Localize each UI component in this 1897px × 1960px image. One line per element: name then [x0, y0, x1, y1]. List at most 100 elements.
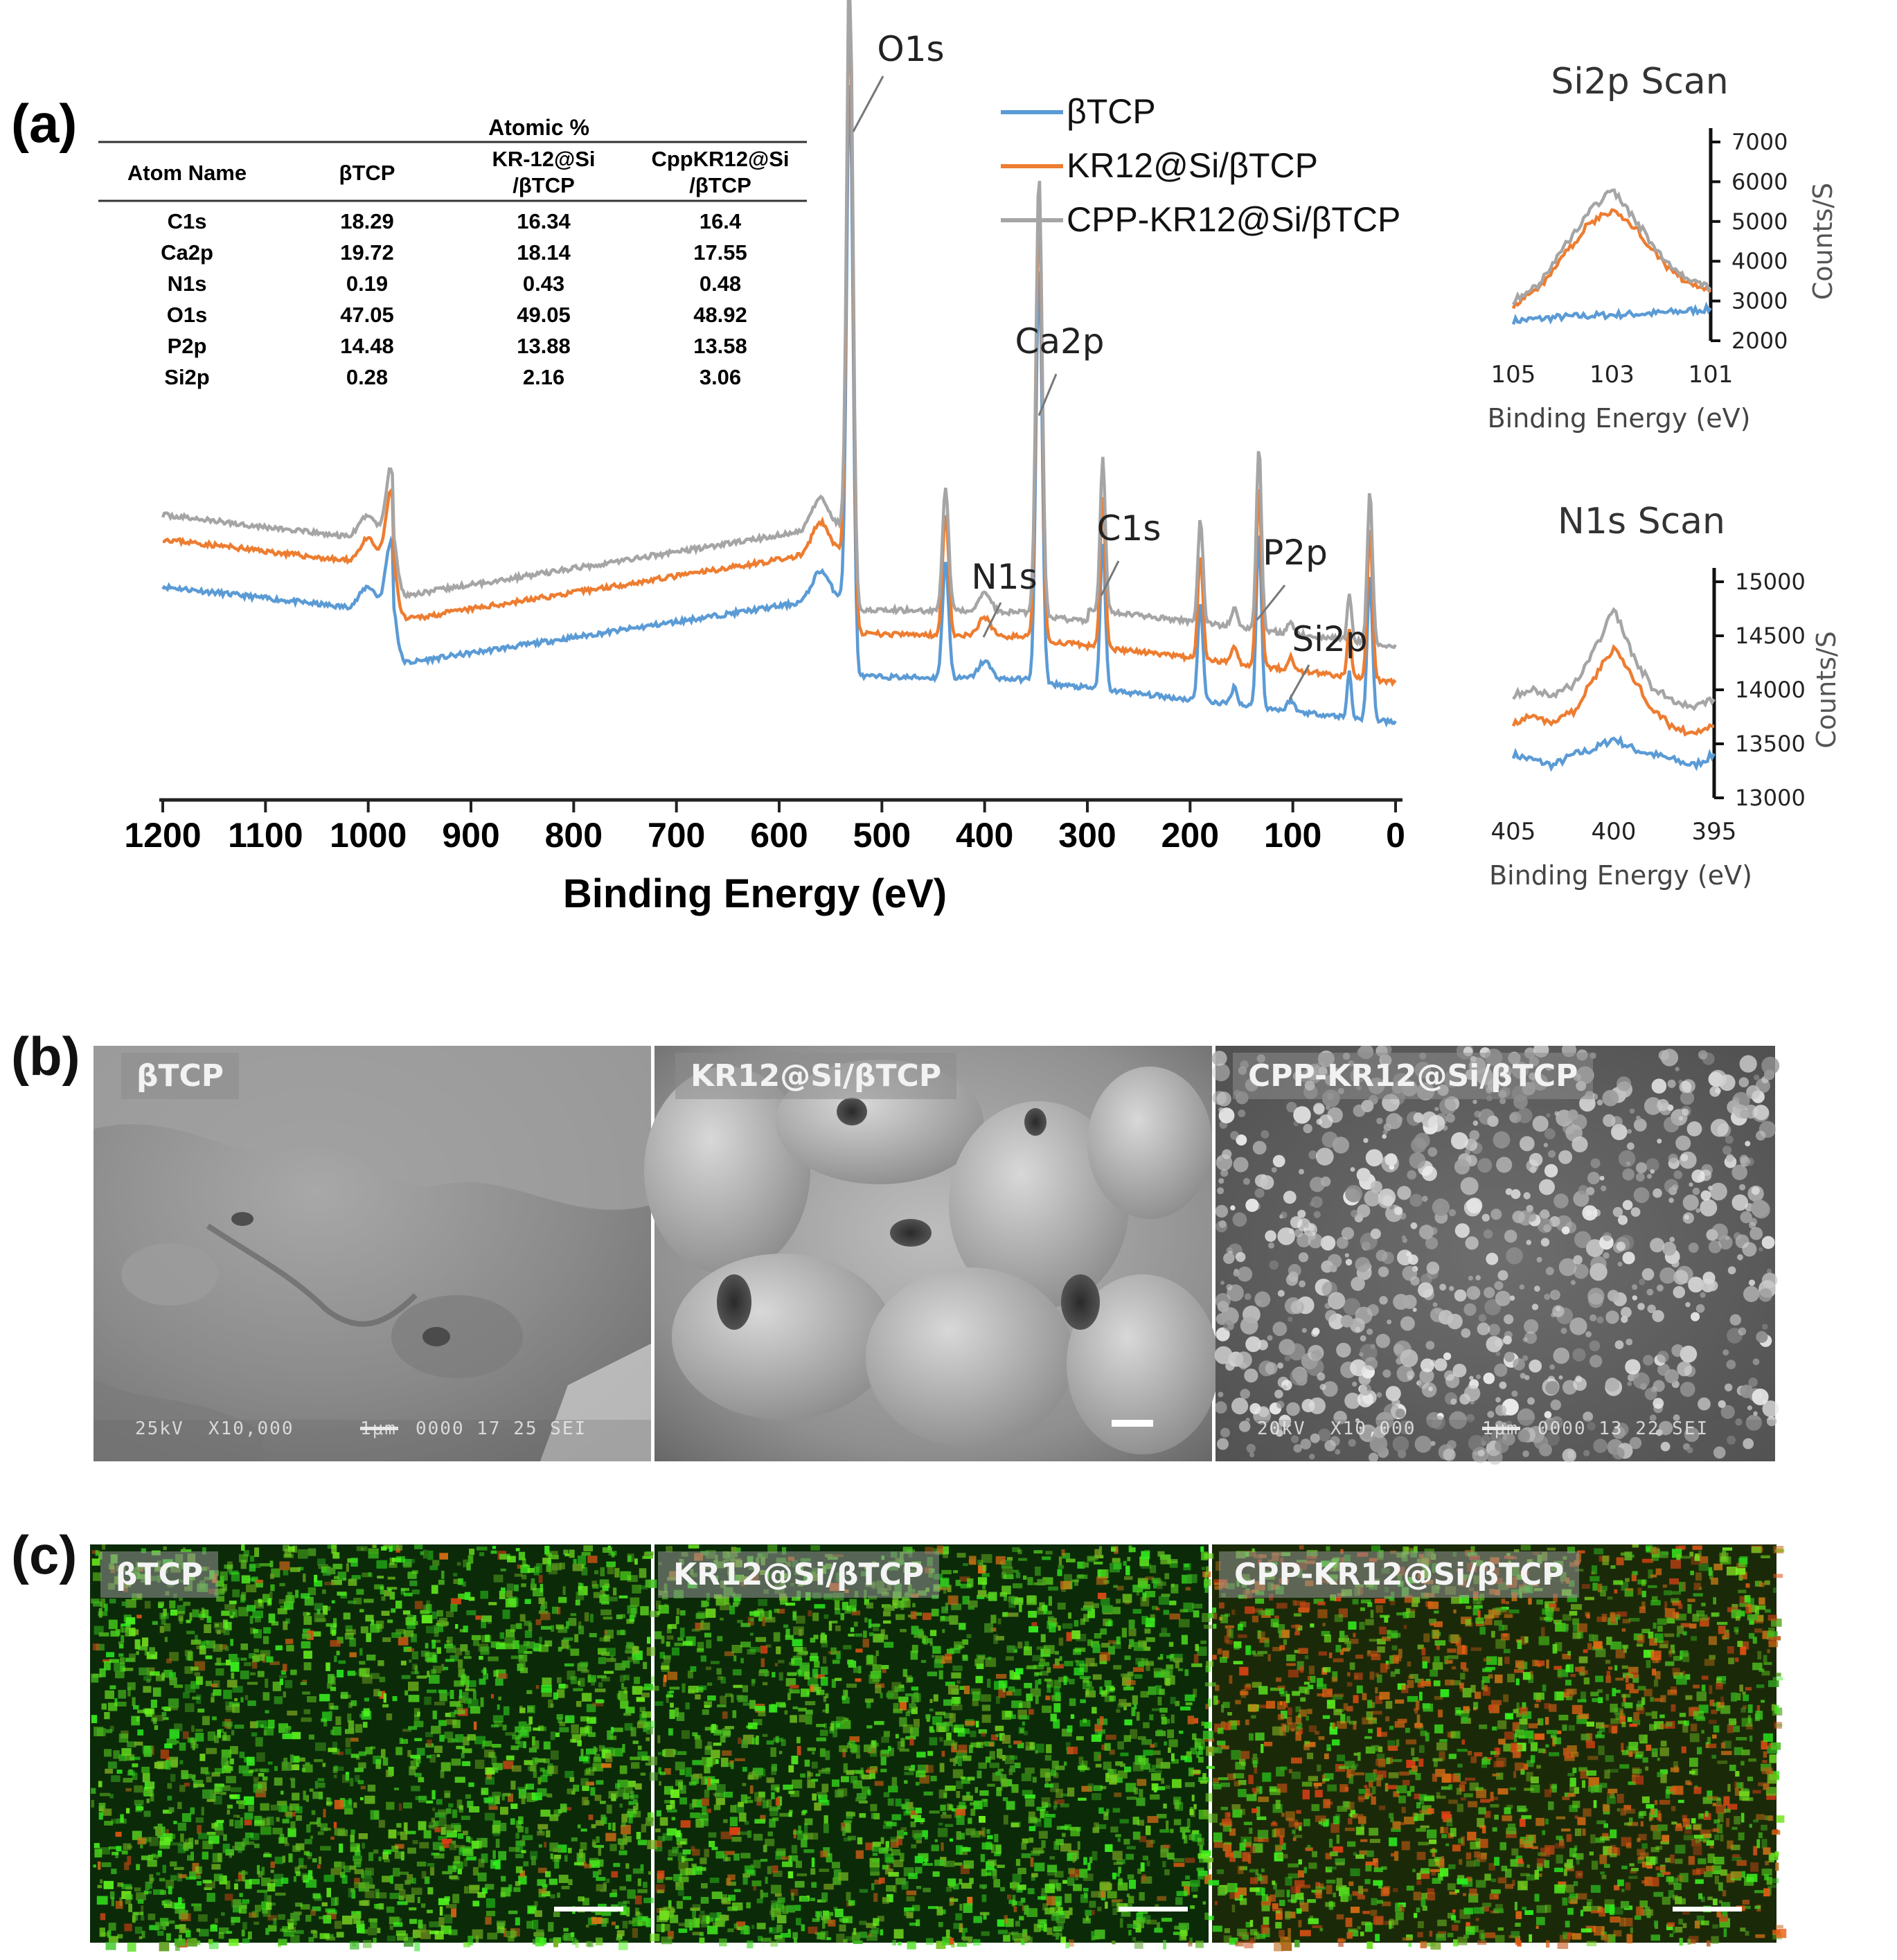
table-cell: 17.55: [693, 240, 747, 265]
peak-label-si2p: Si2p: [1292, 619, 1367, 659]
fluo-label-btcp: βTCP: [100, 1551, 218, 1598]
inset-y-label: Counts/S: [1808, 183, 1838, 301]
x-tick-label: 900: [442, 816, 499, 855]
sem-label-btcp: βTCP: [121, 1053, 239, 1099]
x-tick-label: 200: [1161, 816, 1219, 855]
x-tick-label: 1100: [228, 816, 303, 855]
table-cell: 16.34: [517, 209, 571, 233]
peak-label-p2p: P2p: [1263, 533, 1328, 573]
sem-info-btcp: 25kV X10,000: [135, 1418, 294, 1439]
panel-label-a: (a): [11, 93, 77, 154]
inset-title: N1s Scan: [1558, 501, 1725, 542]
sem-image-cpp: [1212, 1046, 1780, 1465]
x-tick-label: 1000: [330, 816, 407, 855]
table-cell: Ca2p: [161, 240, 213, 265]
x-tick-label: 1200: [124, 816, 201, 855]
inset-series-line-1: [1513, 210, 1711, 308]
inset-y-tick: 2000: [1731, 328, 1788, 354]
inset-x-label: Binding Energy (eV): [1488, 403, 1751, 434]
table-cell: 14.48: [340, 334, 394, 358]
sem-code-cpp: 0000 13 22 SEI: [1538, 1418, 1709, 1439]
table-cell: 0.48: [700, 271, 741, 296]
fluorescence-images: [0, 1544, 1897, 1960]
table-cell: 18.29: [340, 209, 394, 233]
table-cell: 2.16: [523, 365, 564, 389]
table-header-2: KR-12@Si/βTCP: [492, 147, 595, 197]
table-cell: N1s: [168, 271, 207, 296]
sem-label-kr12: KR12@Si/βTCP: [675, 1053, 956, 1099]
inset-series-line-2: [1513, 609, 1714, 709]
inset-x-tick: 400: [1592, 818, 1637, 846]
x-tick-label: 500: [853, 816, 911, 855]
sem-scale-cpp: 1μm: [1482, 1418, 1519, 1439]
peak-label-c1s: C1s: [1097, 508, 1161, 549]
table-cell: 47.05: [340, 303, 394, 327]
inset-series-line-0: [1513, 306, 1711, 325]
sem-code-btcp: 0000 17 25 SEI: [416, 1418, 587, 1439]
table-cell: 13.58: [693, 334, 747, 358]
table-cell: 49.05: [517, 303, 571, 327]
x-tick-label: 600: [750, 816, 808, 855]
table-header-3: CppKR12@Si/βTCP: [651, 147, 789, 197]
inset-y-tick: 4000: [1731, 248, 1788, 274]
inset-x-tick: 395: [1692, 818, 1737, 846]
table-group-header: Atomic %: [488, 115, 589, 140]
table-cell: Si2p: [164, 365, 209, 389]
sem-label-cpp: CPP-KR12@Si/βTCP: [1233, 1053, 1593, 1099]
table-cell: 3.06: [700, 365, 741, 389]
table-cell: O1s: [167, 303, 208, 327]
table-header-0: Atom Name: [127, 161, 247, 185]
inset-x-tick: 103: [1589, 361, 1635, 389]
legend-entry: KR12@Si/βTCP: [1067, 146, 1318, 185]
table-cell: 19.72: [340, 240, 394, 265]
table-cell: P2p: [168, 334, 207, 358]
sem-scale-btcp: 1μm: [360, 1418, 397, 1439]
table-header-1: βTCP: [339, 161, 395, 185]
atomic-percent-table: Atomic % Atom Name βTCP KR-12@Si/βTCP CppKR1…: [98, 115, 807, 389]
inset-y-tick: 13000: [1735, 785, 1806, 811]
inset-y-tick: 6000: [1731, 168, 1788, 195]
inset-x-tick: 101: [1689, 361, 1734, 389]
inset-y-tick: 7000: [1731, 129, 1788, 155]
xps-panel: (a) Atomic % Atom Name βTCP KR-12@Si/βTCP Cp…: [0, 0, 1897, 942]
x-tick-label: 100: [1264, 816, 1321, 855]
x-tick-label: 300: [1058, 816, 1116, 855]
inset-x-tick: 105: [1491, 361, 1536, 389]
peak-label-o1s: O1s: [877, 29, 944, 69]
table-cell: 13.88: [517, 334, 571, 358]
table-cell: 0.28: [346, 365, 388, 389]
x-tick-label: 800: [545, 816, 603, 855]
table-cell: 0.19: [346, 271, 388, 296]
table-cell: C1s: [168, 209, 207, 233]
x-tick-label: 700: [648, 816, 705, 855]
inset-y-label: Counts/S: [1811, 631, 1842, 749]
inset-series-line-2: [1513, 190, 1711, 305]
scale-bar-1: [554, 1907, 623, 1912]
inset-y-tick: 14000: [1735, 677, 1806, 703]
legend-entry: CPP-KR12@Si/βTCP: [1067, 200, 1400, 239]
x-tick-label: 400: [956, 816, 1013, 855]
peak-label-ca2p: Ca2p: [1015, 321, 1104, 362]
inset-x-label: Binding Energy (eV): [1489, 860, 1752, 891]
x-tick-label: 0: [1386, 816, 1405, 855]
inset-series-line-0: [1513, 738, 1714, 768]
table-cell: 18.14: [517, 240, 571, 265]
sem-info-cpp: 20kV X10,000: [1257, 1418, 1416, 1439]
sem-image-kr12: [644, 1046, 1219, 1461]
table-cell: 16.4: [700, 209, 742, 233]
scale-bar-2: [1119, 1907, 1188, 1912]
sem-images: [0, 1046, 1897, 1468]
fluo-label-kr12: KR12@Si/βTCP: [658, 1551, 939, 1598]
scale-bar-3: [1673, 1907, 1742, 1912]
legend: βTCP KR12@Si/βTCP CPP-KR12@Si/βTCP: [1001, 92, 1400, 239]
legend-entry: βTCP: [1067, 92, 1156, 131]
inset-y-tick: 14500: [1735, 623, 1806, 649]
inset-x-tick: 405: [1491, 818, 1536, 846]
sem-image-btcp: [93, 1046, 651, 1461]
x-axis-label: Binding Energy (eV): [563, 871, 947, 916]
inset-y-tick: 5000: [1731, 208, 1788, 235]
